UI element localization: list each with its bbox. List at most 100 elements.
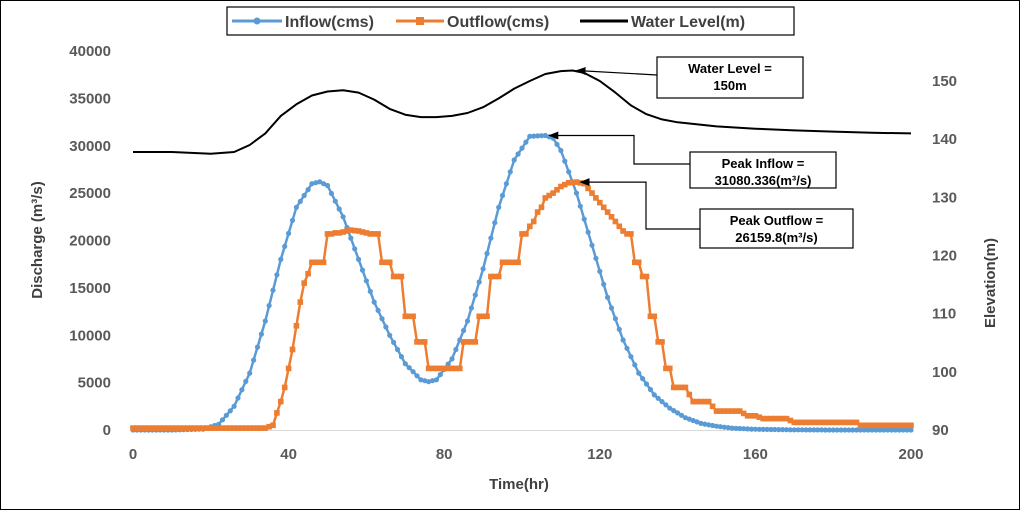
data-point bbox=[585, 229, 591, 235]
data-point bbox=[387, 332, 393, 338]
data-point bbox=[573, 190, 580, 196]
data-point bbox=[355, 228, 362, 234]
data-point bbox=[651, 313, 658, 320]
data-point bbox=[733, 425, 739, 431]
y2-tick-label: 140 bbox=[932, 131, 957, 148]
data-point bbox=[589, 190, 595, 196]
data-point bbox=[881, 427, 887, 433]
data-point bbox=[818, 427, 825, 433]
data-point bbox=[402, 313, 409, 320]
data-point bbox=[702, 398, 708, 405]
callout-text-line: Water Level = bbox=[688, 61, 772, 76]
data-point bbox=[398, 273, 405, 280]
data-point bbox=[391, 339, 397, 345]
data-point bbox=[558, 147, 564, 154]
data-point bbox=[243, 425, 249, 431]
data-point bbox=[511, 157, 517, 163]
data-point bbox=[243, 378, 249, 384]
data-point bbox=[698, 398, 704, 405]
data-point bbox=[406, 313, 412, 320]
data-point bbox=[667, 365, 673, 372]
data-point bbox=[562, 181, 568, 188]
data-point bbox=[523, 139, 529, 145]
data-point bbox=[227, 425, 233, 431]
data-point bbox=[484, 250, 490, 257]
data-point bbox=[246, 425, 253, 431]
data-point bbox=[418, 377, 424, 383]
data-point bbox=[815, 427, 821, 433]
data-point bbox=[278, 256, 284, 262]
data-point bbox=[616, 326, 622, 332]
data-point bbox=[713, 408, 720, 414]
y-tick-label: 5000 bbox=[78, 375, 111, 392]
data-point bbox=[702, 421, 708, 427]
legend-water-level-label: Water Level(m) bbox=[631, 14, 745, 31]
data-point bbox=[725, 408, 731, 414]
data-point bbox=[324, 182, 331, 189]
data-point bbox=[270, 422, 276, 429]
x-tick-label: 0 bbox=[129, 446, 137, 463]
data-point bbox=[881, 422, 887, 429]
callout-text-line: 26159.8(m³/s) bbox=[735, 230, 817, 245]
data-point bbox=[278, 398, 284, 405]
data-point bbox=[834, 427, 840, 433]
data-point bbox=[472, 339, 479, 345]
callout-box bbox=[656, 56, 804, 99]
data-point bbox=[309, 181, 315, 187]
data-point bbox=[838, 419, 844, 426]
data-point bbox=[274, 410, 280, 416]
data-point bbox=[674, 384, 681, 391]
data-point bbox=[892, 422, 899, 429]
data-point bbox=[371, 299, 377, 305]
data-point bbox=[780, 427, 786, 433]
data-point bbox=[857, 422, 864, 429]
data-point bbox=[356, 256, 362, 262]
data-point bbox=[499, 259, 506, 266]
data-point bbox=[869, 427, 875, 433]
data-point bbox=[507, 169, 513, 175]
data-point bbox=[605, 294, 611, 300]
data-point bbox=[266, 303, 272, 309]
data-point bbox=[351, 227, 358, 234]
data-point bbox=[554, 187, 560, 193]
data-point bbox=[717, 408, 724, 414]
data-point bbox=[530, 218, 537, 225]
data-point bbox=[153, 425, 160, 431]
data-point bbox=[643, 381, 650, 387]
data-point bbox=[293, 204, 299, 210]
data-point bbox=[503, 259, 510, 266]
data-point bbox=[694, 398, 700, 405]
data-point bbox=[231, 425, 237, 431]
data-point bbox=[270, 287, 276, 293]
data-point bbox=[173, 425, 179, 431]
data-point bbox=[628, 354, 634, 360]
legend-inflow-label: Inflow(cms) bbox=[285, 14, 374, 31]
data-point bbox=[562, 158, 568, 164]
data-point bbox=[328, 231, 335, 237]
data-point bbox=[632, 362, 638, 368]
callout-box bbox=[699, 208, 854, 249]
data-point bbox=[744, 413, 751, 419]
data-point bbox=[601, 281, 607, 287]
data-point bbox=[659, 339, 665, 345]
data-point bbox=[149, 425, 156, 431]
data-point bbox=[383, 259, 389, 266]
data-point bbox=[842, 419, 848, 426]
data-point bbox=[768, 415, 774, 422]
data-point bbox=[663, 365, 669, 372]
data-point bbox=[822, 419, 829, 426]
data-point bbox=[247, 370, 253, 376]
data-point bbox=[239, 425, 245, 431]
data-point bbox=[316, 259, 323, 266]
data-point bbox=[297, 198, 303, 204]
data-point bbox=[250, 425, 257, 431]
data-point bbox=[192, 425, 198, 431]
y2-tick-label: 130 bbox=[932, 189, 957, 206]
data-point bbox=[348, 235, 354, 241]
data-point bbox=[251, 357, 257, 363]
data-point bbox=[231, 403, 237, 409]
data-point bbox=[328, 190, 334, 196]
data-point bbox=[787, 417, 794, 424]
